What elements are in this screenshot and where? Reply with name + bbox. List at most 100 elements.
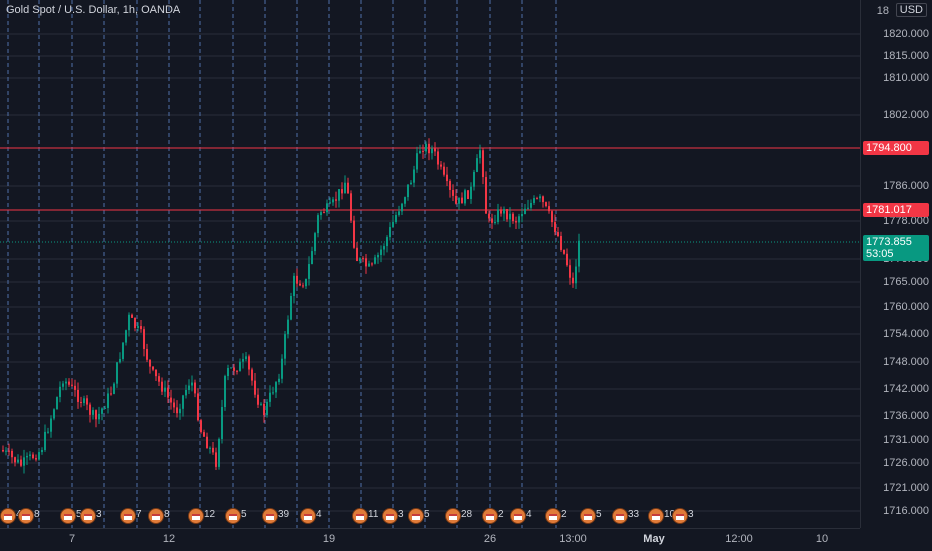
candle-body — [161, 381, 163, 392]
candle-body — [77, 389, 79, 402]
time-label: 12:00 — [725, 533, 753, 545]
candle-body — [371, 263, 373, 265]
candle-body — [71, 384, 73, 386]
candle-body — [245, 356, 247, 360]
candle-body — [389, 227, 391, 238]
candle-body — [197, 393, 199, 421]
candle-body — [131, 314, 133, 318]
economic-event-flag[interactable]: 11 — [352, 508, 378, 524]
bar-countdown: 53:05 — [866, 248, 894, 260]
economic-event-flag[interactable]: 4 — [510, 508, 532, 524]
candle-body — [128, 314, 130, 331]
event-count: 2 — [561, 509, 567, 520]
us-flag-icon — [580, 508, 596, 524]
economic-event-flag[interactable]: 10 — [648, 508, 675, 524]
candle-body — [143, 329, 145, 349]
us-flag-icon — [382, 508, 398, 524]
candle-body — [551, 211, 553, 223]
candle-body — [95, 410, 97, 420]
resistance-price-tag: 1794.800 — [863, 141, 929, 155]
candle-body — [386, 237, 388, 247]
candle-body — [23, 457, 25, 466]
price-label: 1765.000 — [883, 276, 929, 288]
candle-body — [140, 326, 142, 330]
candle-body — [407, 184, 409, 198]
candle-body — [347, 182, 349, 194]
candle-body — [527, 207, 529, 209]
candle-body — [329, 202, 331, 204]
economic-event-flag[interactable]: 12 — [188, 508, 215, 524]
candle-body — [530, 202, 532, 208]
economic-event-flag[interactable]: 3 — [80, 508, 102, 524]
economic-event-flag[interactable]: 2 — [482, 508, 504, 524]
event-count: 3 — [398, 509, 404, 520]
candle-body — [500, 209, 502, 214]
candle-body — [452, 189, 454, 196]
candle-body — [2, 450, 4, 452]
economic-event-flag[interactable]: 39 — [262, 508, 289, 524]
candle-body — [491, 218, 493, 223]
event-count: 5 — [596, 509, 602, 520]
candle-body — [449, 181, 451, 190]
candle-body — [125, 330, 127, 343]
candle-body — [413, 169, 415, 183]
candle-body — [332, 199, 334, 203]
time-label: May — [643, 533, 665, 545]
economic-event-flag[interactable]: 28 — [445, 508, 472, 524]
economic-event-flag[interactable]: 5 — [580, 508, 602, 524]
candle-body — [506, 208, 508, 220]
economic-event-flag[interactable]: 3 — [382, 508, 404, 524]
economic-event-flag[interactable]: 8 — [148, 508, 170, 524]
candle-body — [158, 376, 160, 382]
candle-body — [20, 459, 22, 466]
us-flag-icon — [18, 508, 34, 524]
candle-body — [578, 240, 580, 267]
event-count: 12 — [204, 509, 216, 520]
candle-body — [353, 220, 355, 248]
candle-body — [401, 203, 403, 212]
resistance-price-tag: 1781.017 — [863, 203, 929, 217]
candle-body — [38, 452, 40, 460]
economic-event-flag[interactable]: 3 — [672, 508, 694, 524]
candle-body — [404, 197, 406, 204]
us-flag-icon — [672, 508, 688, 524]
us-flag-icon — [408, 508, 424, 524]
candle-body — [377, 254, 379, 258]
candle-body — [569, 265, 571, 278]
economic-event-flag[interactable]: 5 — [225, 508, 247, 524]
candle-body — [455, 195, 457, 204]
price-label: 1731.000 — [883, 434, 929, 446]
economic-event-flag[interactable]: 5 — [408, 508, 430, 524]
time-axis[interactable]: 7 12 19 26 13:00 May 12:00 10 — [0, 528, 860, 551]
price-axis-top-label: 18 — [876, 5, 889, 17]
candle-body — [344, 182, 346, 194]
candlestick-chart[interactable] — [0, 0, 860, 528]
candle-body — [62, 383, 64, 387]
economic-event-flag[interactable]: 5 — [60, 508, 82, 524]
us-flag-icon — [510, 508, 526, 524]
candle-body — [119, 358, 121, 363]
chart-pane[interactable]: Gold Spot / U.S. Dollar, 1h, OANDA 4 8 5 3 7… — [0, 0, 860, 528]
price-axis[interactable]: 18 USD 1820.000 1815.000 1810.000 1802.0… — [860, 0, 932, 528]
candle-body — [251, 369, 253, 381]
candle-body — [185, 389, 187, 396]
candle-body — [563, 249, 565, 254]
candle-body — [548, 206, 550, 212]
candle-body — [242, 359, 244, 362]
economic-event-flag[interactable]: 2 — [545, 508, 567, 524]
price-label: 1716.000 — [883, 505, 929, 517]
economic-event-flag[interactable]: 7 — [120, 508, 142, 524]
economic-event-flag[interactable]: 33 — [612, 508, 639, 524]
economic-event-flag[interactable]: 8 — [18, 508, 40, 524]
candle-body — [236, 370, 238, 372]
symbol-legend[interactable]: Gold Spot / U.S. Dollar, 1h, OANDA — [6, 4, 181, 16]
candle-body — [50, 418, 52, 432]
candle-body — [479, 150, 481, 159]
candle-body — [512, 213, 514, 222]
us-flag-icon — [300, 508, 316, 524]
currency-badge[interactable]: USD — [895, 3, 927, 17]
price-label: 1820.000 — [883, 28, 929, 40]
candle-body — [575, 266, 577, 284]
candle-body — [65, 381, 67, 384]
economic-event-flag[interactable]: 4 — [300, 508, 322, 524]
